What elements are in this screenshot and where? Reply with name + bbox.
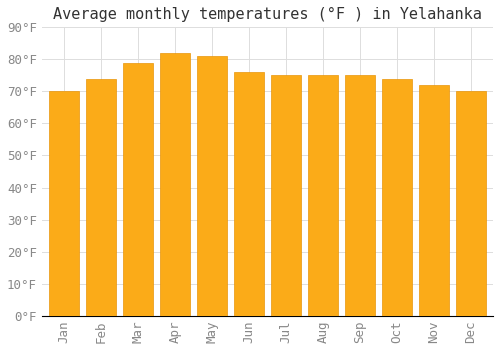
Bar <box>197 56 227 316</box>
Bar <box>271 75 301 316</box>
Bar <box>123 63 153 316</box>
Bar <box>456 91 486 316</box>
Bar <box>86 78 116 316</box>
Bar <box>308 75 338 316</box>
Bar <box>49 91 79 316</box>
Bar <box>160 53 190 316</box>
Title: Average monthly temperatures (°F ) in Yelahanka: Average monthly temperatures (°F ) in Ye… <box>53 7 482 22</box>
Bar <box>382 78 412 316</box>
Bar <box>418 85 449 316</box>
Bar <box>344 75 375 316</box>
Bar <box>234 72 264 316</box>
